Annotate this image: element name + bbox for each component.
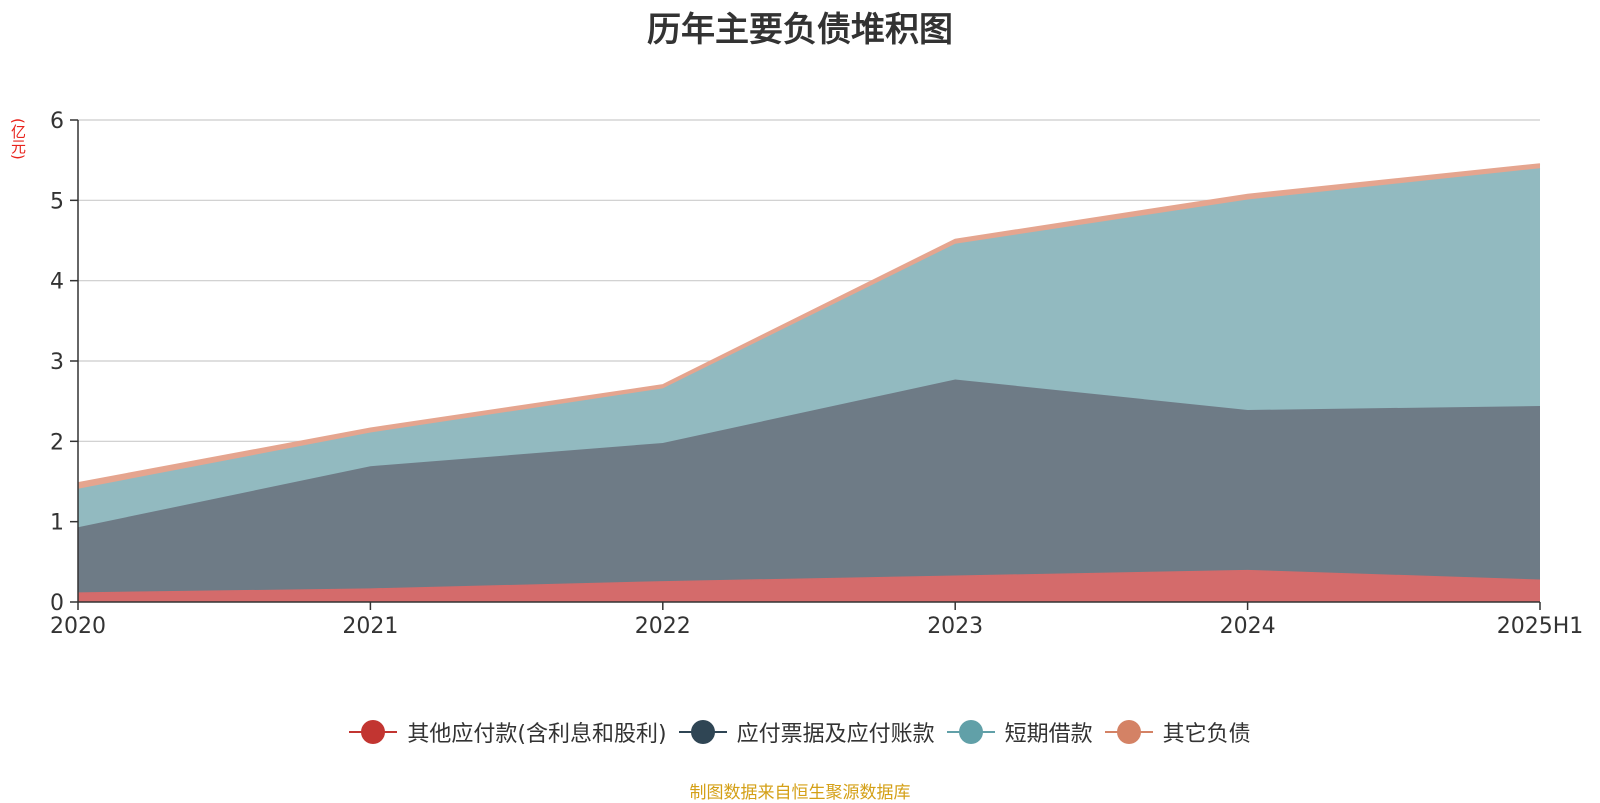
legend-label: 短期借款 [1004, 722, 1093, 747]
x-tick-label: 2021 [342, 614, 398, 639]
x-tick-label: 2024 [1220, 614, 1276, 639]
legend-label: 其它负债 [1162, 722, 1251, 747]
y-tick-label: 0 [50, 591, 64, 616]
legend-item[interactable]: 应付票据及应付账款 [678, 716, 935, 748]
area-series-2 [78, 168, 1540, 528]
area-series-3-edge [77, 163, 1541, 485]
legend-marker-icon [678, 720, 727, 744]
x-tick-label: 2022 [635, 614, 691, 639]
y-tick-label: 3 [50, 350, 64, 375]
legend-marker-icon [946, 720, 995, 744]
y-tick-label: 5 [50, 189, 64, 214]
x-tick-label: 2020 [50, 614, 106, 639]
y-axis-unit-label: (亿元) [9, 118, 27, 160]
legend-label: 其他应付款(含利息和股利) [407, 722, 667, 747]
legend-item[interactable]: 其它负债 [1104, 716, 1251, 748]
legend-marker-icon [1104, 720, 1153, 744]
x-tick-label: 2023 [927, 614, 983, 639]
area-series-0 [78, 569, 1540, 602]
area-series [77, 163, 1541, 602]
y-tick-label: 6 [50, 109, 64, 134]
x-tick-label: 2025H1 [1497, 614, 1584, 639]
chart-title: 历年主要负债堆积图 [647, 10, 953, 50]
y-tick-label: 4 [50, 270, 64, 295]
y-tick-label: 1 [50, 511, 64, 536]
legend-item[interactable]: 短期借款 [946, 716, 1093, 748]
x-tick-labels: 2020 2021 2022 2023 2024 2025H1 [50, 602, 1583, 639]
y-tick-label: 2 [50, 430, 64, 455]
source-note: 制图数据来自恒生聚源数据库 [689, 783, 911, 803]
legend: 其他应付款(含利息和股利) 应付票据及应付账款 短期借款 其它负债 [0, 716, 1600, 748]
stacked-area-chart: 0 1 2 3 4 5 6 2020 2021 2022 2023 2024 2025H1 [50, 109, 1583, 639]
area-series-1 [78, 379, 1540, 593]
legend-label: 应付票据及应付账款 [736, 722, 935, 747]
y-tick-labels: 0 1 2 3 4 5 6 [50, 109, 78, 616]
legend-item[interactable]: 其他应付款(含利息和股利) [349, 716, 667, 748]
legend-marker-icon [349, 720, 398, 744]
